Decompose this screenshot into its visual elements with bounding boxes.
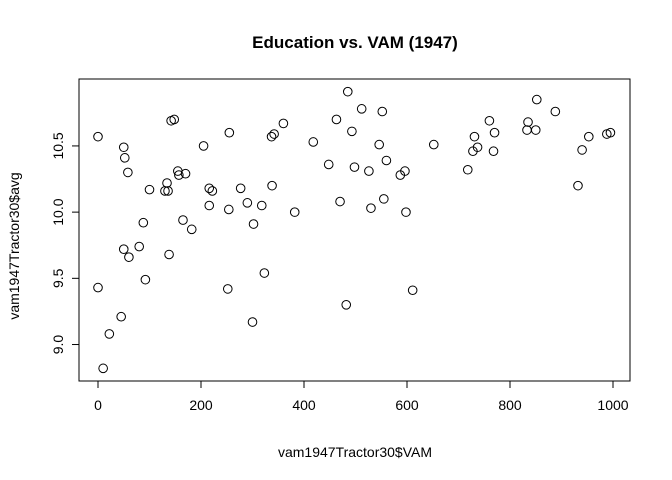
y-axis: 9.0 9.5 10.0 10.5 [50,132,80,355]
data-point [331,114,342,125]
data-point [134,241,144,252]
data-point [356,104,367,114]
y-tick-label: 9.5 [50,268,66,288]
data-point [484,115,495,126]
data-point [163,186,173,196]
data-point [349,162,360,172]
data-point [374,139,384,150]
y-tick-label: 10.5 [50,132,66,159]
data-point [198,141,209,151]
x-tick-label: 0 [94,397,102,413]
x-tick-label: 800 [498,397,522,413]
data-point [308,137,319,147]
x-tick-label: 1000 [597,397,628,413]
data-point [248,219,259,229]
data-point [364,166,374,176]
data-point [204,183,215,194]
data-point [583,131,594,142]
x-tick-label: 200 [189,397,213,413]
data-point [523,117,533,127]
data-point [323,159,334,170]
data-point [341,300,352,310]
y-tick-label: 10.0 [50,198,66,225]
x-axis: 0 200 400 600 800 1000 [94,380,629,413]
data-point [93,131,103,142]
data-point [401,207,411,217]
data-point [366,203,376,213]
data-point [174,170,184,180]
data-point [400,166,410,176]
data-point [242,198,253,208]
data-point [104,329,115,339]
y-axis-label: vam1947Tractor30$avg [6,172,22,319]
data-point [169,114,180,125]
data-point [573,180,583,191]
data-point [377,106,388,117]
data-point [138,217,149,228]
data-point [259,268,270,278]
data-point [342,86,353,97]
data-point [235,183,246,194]
data-point [140,274,151,285]
data-point [472,142,483,153]
data-point [98,363,108,374]
data-point [247,317,258,327]
data-point [379,194,389,204]
data-point [180,168,191,179]
data-point [186,224,197,235]
data-point [118,142,129,153]
data-point [489,127,500,138]
x-tick-label: 600 [395,397,419,413]
data-point [462,164,473,175]
data-point [224,127,235,138]
data-point [224,204,234,215]
data-point [428,139,439,150]
data-point [407,285,418,296]
data-point [178,215,188,225]
data-point [381,155,392,166]
data-point [531,94,542,105]
plot-frame [78,78,631,382]
data-point [118,244,129,254]
y-tick-label: 9.0 [50,335,66,355]
data-point [522,125,532,135]
data-points [93,86,616,374]
data-point [289,207,300,217]
data-point [123,167,133,178]
data-point [162,178,172,188]
data-point [269,129,279,139]
data-point [530,125,541,135]
data-point [164,249,174,260]
data-point [605,127,616,138]
data-point [488,146,499,157]
data-point [347,126,357,137]
data-point [116,311,126,322]
data-point [93,282,103,293]
data-point [144,184,155,195]
x-tick-label: 400 [292,397,316,413]
data-point [335,196,345,207]
data-point [207,186,218,196]
data-point [124,252,134,262]
data-point [256,200,267,211]
data-point [550,106,561,117]
data-point [278,118,289,129]
data-point [222,284,233,294]
data-point [469,131,480,142]
x-axis-label: vam1947Tractor30$VAM [278,444,432,460]
chart-title: Education vs. VAM (1947) [252,33,458,52]
data-point [119,153,130,163]
data-point [266,131,277,142]
data-point [204,200,215,211]
data-point [577,145,587,155]
data-point [267,180,277,191]
